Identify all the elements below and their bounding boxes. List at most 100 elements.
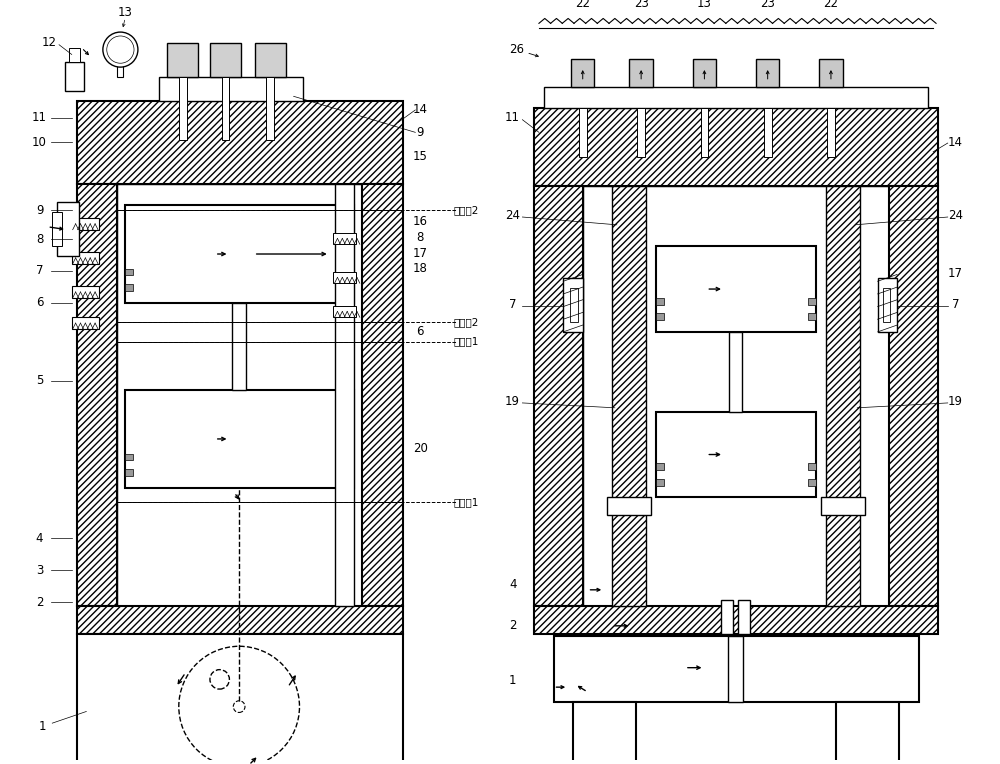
- Bar: [883, 288, 890, 322]
- Bar: [72, 286, 99, 298]
- Bar: [125, 269, 133, 275]
- Bar: [125, 454, 133, 461]
- Bar: [72, 252, 99, 264]
- Text: 9: 9: [416, 126, 424, 139]
- Bar: [573, 702, 636, 764]
- Text: 11: 11: [32, 112, 47, 125]
- Bar: [808, 298, 816, 305]
- Bar: [125, 206, 354, 303]
- Bar: [756, 60, 779, 86]
- Bar: [583, 186, 889, 633]
- Bar: [827, 108, 835, 157]
- Text: 12: 12: [42, 37, 57, 50]
- Circle shape: [103, 32, 138, 67]
- Bar: [125, 390, 354, 487]
- Text: 4: 4: [509, 578, 516, 591]
- Text: 14: 14: [413, 103, 428, 116]
- Bar: [210, 43, 241, 77]
- Bar: [346, 469, 354, 476]
- Bar: [534, 607, 938, 633]
- Bar: [346, 454, 354, 461]
- Text: 上止点2: 上止点2: [453, 206, 479, 215]
- Bar: [570, 288, 578, 322]
- Bar: [878, 278, 897, 332]
- Text: 16: 16: [413, 215, 428, 228]
- Bar: [721, 600, 733, 633]
- Bar: [764, 108, 772, 157]
- Bar: [77, 607, 403, 633]
- Text: 6: 6: [416, 325, 424, 338]
- Text: 23: 23: [634, 0, 649, 11]
- Text: 下止点2: 下止点2: [453, 317, 479, 327]
- Bar: [167, 43, 198, 77]
- Text: 23: 23: [760, 0, 775, 11]
- Bar: [729, 332, 742, 412]
- Text: 11: 11: [505, 112, 520, 125]
- Bar: [266, 77, 274, 140]
- Text: 下止点1: 下止点1: [453, 497, 479, 507]
- Bar: [117, 50, 123, 77]
- Bar: [232, 303, 246, 390]
- Bar: [656, 479, 664, 486]
- Bar: [571, 60, 594, 86]
- Bar: [77, 633, 403, 764]
- Bar: [808, 313, 816, 320]
- Text: 7: 7: [952, 298, 959, 311]
- Bar: [656, 412, 816, 497]
- Text: 24: 24: [948, 209, 963, 222]
- Bar: [554, 636, 919, 702]
- Text: 5: 5: [36, 374, 43, 387]
- Text: 19: 19: [505, 396, 520, 409]
- Bar: [333, 306, 356, 317]
- Text: 3: 3: [36, 564, 43, 577]
- Text: 18: 18: [413, 262, 428, 275]
- Bar: [69, 47, 80, 62]
- Bar: [819, 60, 843, 86]
- Bar: [808, 479, 816, 486]
- Text: 14: 14: [948, 135, 963, 148]
- Text: 7: 7: [509, 298, 516, 311]
- Text: 9: 9: [36, 204, 43, 217]
- Bar: [77, 101, 403, 184]
- Text: 1: 1: [39, 720, 46, 733]
- Text: 19: 19: [948, 396, 963, 409]
- Bar: [563, 278, 583, 332]
- Text: 4: 4: [36, 532, 43, 545]
- Bar: [656, 463, 664, 470]
- Bar: [179, 77, 187, 140]
- Bar: [222, 77, 229, 140]
- Text: 8: 8: [36, 233, 43, 246]
- Bar: [159, 77, 303, 101]
- Bar: [335, 184, 354, 607]
- Bar: [889, 186, 938, 607]
- Bar: [701, 108, 708, 157]
- Bar: [607, 497, 651, 515]
- Text: 22: 22: [823, 0, 838, 11]
- Bar: [738, 600, 750, 633]
- Text: 7: 7: [36, 264, 43, 277]
- Bar: [693, 60, 716, 86]
- Text: 2: 2: [36, 596, 43, 609]
- Bar: [72, 218, 99, 230]
- Text: 22: 22: [575, 0, 590, 11]
- Bar: [534, 108, 938, 186]
- Text: 6: 6: [36, 296, 43, 309]
- Text: 17: 17: [413, 247, 428, 260]
- Bar: [637, 108, 645, 157]
- Text: 13: 13: [118, 6, 133, 19]
- Text: 24: 24: [505, 209, 520, 222]
- Bar: [821, 497, 865, 515]
- Bar: [836, 702, 899, 764]
- Bar: [728, 636, 743, 702]
- Bar: [826, 186, 860, 607]
- Bar: [656, 246, 816, 332]
- Bar: [65, 62, 84, 92]
- Bar: [808, 463, 816, 470]
- Text: 2: 2: [509, 620, 516, 633]
- Bar: [333, 232, 356, 244]
- Text: 13: 13: [697, 0, 712, 11]
- Bar: [534, 186, 583, 607]
- Bar: [333, 271, 356, 283]
- Bar: [117, 184, 362, 633]
- Bar: [125, 469, 133, 476]
